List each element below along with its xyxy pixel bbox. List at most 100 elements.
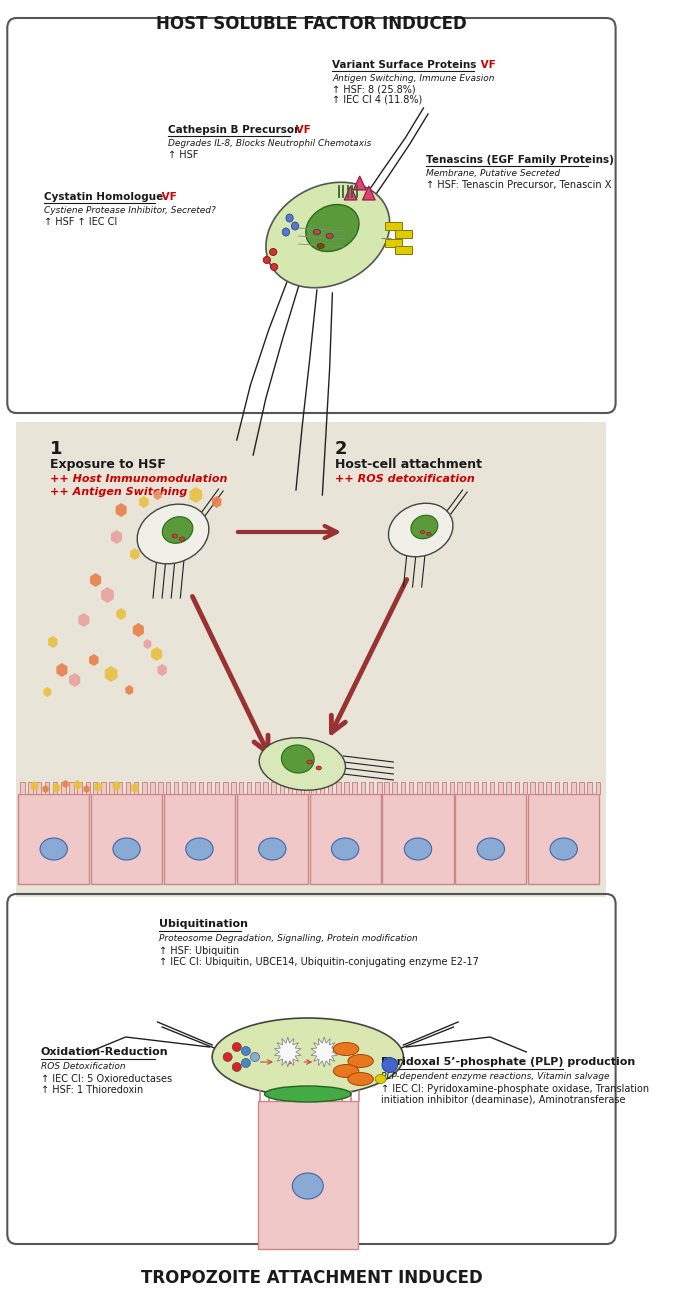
Polygon shape bbox=[482, 783, 486, 794]
Polygon shape bbox=[377, 783, 382, 794]
Ellipse shape bbox=[241, 1059, 251, 1068]
Text: ++ ROS detoxification: ++ ROS detoxification bbox=[335, 474, 475, 484]
Polygon shape bbox=[362, 186, 375, 201]
Polygon shape bbox=[89, 654, 99, 667]
Polygon shape bbox=[263, 783, 268, 794]
Polygon shape bbox=[538, 783, 543, 794]
Text: Oxidation-Reduction: Oxidation-Reduction bbox=[41, 1047, 169, 1057]
Polygon shape bbox=[134, 783, 138, 794]
Polygon shape bbox=[150, 783, 155, 794]
Ellipse shape bbox=[286, 214, 293, 223]
Polygon shape bbox=[393, 783, 397, 794]
Text: 1: 1 bbox=[50, 440, 62, 458]
Polygon shape bbox=[182, 783, 187, 794]
FancyBboxPatch shape bbox=[258, 1101, 358, 1249]
Polygon shape bbox=[112, 781, 121, 792]
Polygon shape bbox=[190, 487, 202, 503]
Polygon shape bbox=[158, 783, 163, 794]
Ellipse shape bbox=[40, 838, 67, 861]
Polygon shape bbox=[395, 246, 412, 254]
Polygon shape bbox=[130, 548, 140, 560]
Polygon shape bbox=[328, 783, 332, 794]
Ellipse shape bbox=[292, 1173, 323, 1199]
Polygon shape bbox=[369, 783, 373, 794]
Text: ↑ HSF: ↑ HSF bbox=[169, 150, 199, 160]
Polygon shape bbox=[95, 783, 102, 792]
Ellipse shape bbox=[241, 1047, 251, 1056]
FancyBboxPatch shape bbox=[16, 422, 606, 897]
Polygon shape bbox=[158, 664, 167, 676]
Polygon shape bbox=[77, 783, 82, 794]
Ellipse shape bbox=[421, 530, 425, 534]
Text: ↑ IEC CI: 5 Oxioreductases: ↑ IEC CI: 5 Oxioreductases bbox=[41, 1074, 172, 1085]
Ellipse shape bbox=[251, 1052, 260, 1061]
Text: Proteosome Degradation, Signalling, Protein modification: Proteosome Degradation, Signalling, Prot… bbox=[160, 934, 418, 943]
Text: ++ Host Immunomodulation: ++ Host Immunomodulation bbox=[50, 474, 227, 484]
Polygon shape bbox=[345, 186, 357, 201]
Text: ↑ IEC CI 4 (11.8%): ↑ IEC CI 4 (11.8%) bbox=[332, 95, 423, 105]
Text: Ubiquitination: Ubiquitination bbox=[160, 919, 249, 930]
Ellipse shape bbox=[179, 536, 185, 542]
FancyBboxPatch shape bbox=[310, 794, 381, 884]
Text: ↑ HSF: 1 Thioredoxin: ↑ HSF: 1 Thioredoxin bbox=[41, 1085, 143, 1095]
Polygon shape bbox=[45, 783, 49, 794]
Ellipse shape bbox=[375, 1074, 386, 1083]
Text: VF: VF bbox=[158, 191, 176, 202]
Polygon shape bbox=[125, 783, 130, 794]
Polygon shape bbox=[595, 783, 600, 794]
Polygon shape bbox=[116, 608, 126, 620]
Polygon shape bbox=[93, 783, 97, 794]
Polygon shape bbox=[20, 783, 25, 794]
Text: Cystatin Homologue: Cystatin Homologue bbox=[44, 191, 163, 202]
Ellipse shape bbox=[332, 838, 359, 861]
Polygon shape bbox=[555, 783, 559, 794]
Text: ↑ HSF: Tenascin Precursor, Tenascin X: ↑ HSF: Tenascin Precursor, Tenascin X bbox=[426, 180, 612, 190]
Ellipse shape bbox=[382, 1057, 397, 1073]
Polygon shape bbox=[142, 783, 147, 794]
Polygon shape bbox=[190, 783, 195, 794]
Polygon shape bbox=[296, 783, 301, 794]
Text: ↑ HSF ↑ IEC CI: ↑ HSF ↑ IEC CI bbox=[44, 217, 117, 227]
Polygon shape bbox=[275, 1036, 301, 1068]
Text: Membrane, Putative Secreted: Membrane, Putative Secreted bbox=[426, 169, 560, 178]
Polygon shape bbox=[571, 783, 575, 794]
Polygon shape bbox=[384, 783, 389, 794]
Text: Tenascins (EGF Family Proteins): Tenascins (EGF Family Proteins) bbox=[426, 155, 614, 165]
Polygon shape bbox=[133, 622, 144, 637]
Text: Pyridoxal 5’-phosphate (PLP) production: Pyridoxal 5’-phosphate (PLP) production bbox=[381, 1057, 635, 1068]
Polygon shape bbox=[223, 783, 227, 794]
Text: TROPOZOITE ATTACHMENT INDUCED: TROPOZOITE ATTACHMENT INDUCED bbox=[140, 1269, 482, 1286]
FancyBboxPatch shape bbox=[18, 794, 89, 884]
Polygon shape bbox=[450, 783, 454, 794]
Polygon shape bbox=[101, 783, 105, 794]
Ellipse shape bbox=[264, 1086, 351, 1101]
Ellipse shape bbox=[316, 766, 321, 769]
Polygon shape bbox=[580, 783, 584, 794]
Polygon shape bbox=[304, 783, 309, 794]
Polygon shape bbox=[42, 785, 49, 793]
Polygon shape bbox=[271, 783, 276, 794]
Polygon shape bbox=[514, 783, 519, 794]
Polygon shape bbox=[442, 783, 446, 794]
Ellipse shape bbox=[282, 745, 314, 773]
Polygon shape bbox=[174, 783, 179, 794]
Text: Antigen Switching, Immune Evasion: Antigen Switching, Immune Evasion bbox=[332, 74, 495, 83]
Ellipse shape bbox=[270, 249, 277, 255]
Polygon shape bbox=[232, 783, 236, 794]
Polygon shape bbox=[36, 783, 41, 794]
Text: 2: 2 bbox=[335, 440, 347, 458]
Polygon shape bbox=[563, 783, 567, 794]
Ellipse shape bbox=[334, 1043, 359, 1056]
Ellipse shape bbox=[266, 182, 390, 288]
Text: Exposure to HSF: Exposure to HSF bbox=[50, 458, 166, 471]
Polygon shape bbox=[457, 783, 462, 794]
Polygon shape bbox=[166, 783, 171, 794]
Polygon shape bbox=[336, 783, 340, 794]
Ellipse shape bbox=[317, 243, 324, 249]
Text: PLP-dependent enzyme reactions, Vitamin salvage: PLP-dependent enzyme reactions, Vitamin … bbox=[381, 1072, 609, 1081]
Polygon shape bbox=[401, 783, 406, 794]
Polygon shape bbox=[62, 780, 68, 788]
Ellipse shape bbox=[307, 760, 312, 764]
Polygon shape bbox=[53, 783, 58, 794]
Ellipse shape bbox=[282, 228, 290, 236]
